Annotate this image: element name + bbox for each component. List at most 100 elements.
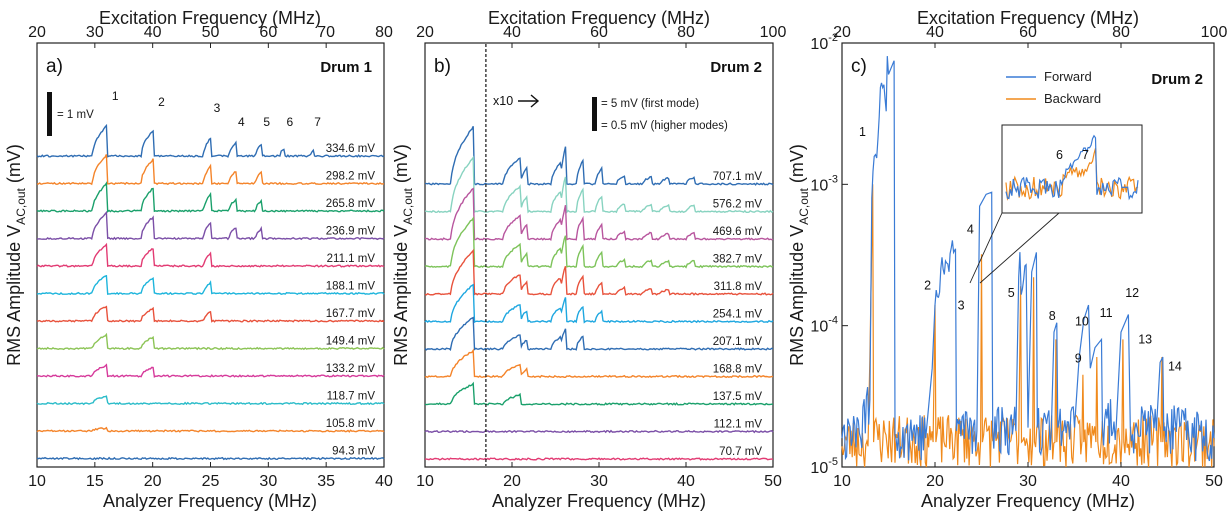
- panel-c-x2tick-label: 80: [1112, 24, 1130, 41]
- panel-c-ytick-label: 10-4: [810, 315, 838, 336]
- panel-c-xtick-label: 40: [1112, 473, 1130, 490]
- panel-b-trace-label: 168.8 mV: [713, 364, 763, 376]
- panel-c: Analyzer Frequency (MHz) Excitation Freq…: [787, 8, 1227, 511]
- panel-a-trace: [36, 274, 385, 296]
- panel-a-trace: [36, 426, 385, 433]
- panel-c-peak-label: 12: [1125, 286, 1139, 300]
- panel-c-x2label: Excitation Frequency (MHz): [917, 8, 1139, 28]
- panel-b-xtick-label: 20: [503, 473, 521, 490]
- panel-a-ylabel-sub: AC,out: [14, 187, 28, 224]
- panel-c-ytick-label: 10-3: [810, 173, 838, 194]
- panel-c-peak-label: 4: [967, 222, 974, 236]
- panel-b-letter: b): [434, 56, 451, 77]
- panel-b-ylabel: RMS Amplitude VAC,out (mV): [391, 144, 415, 366]
- panel-c-x2tick-label: 20: [833, 24, 851, 41]
- panel-b-x2tick-label: 100: [760, 24, 787, 41]
- panel-a-peak-label: 2: [158, 95, 165, 109]
- panel-c-ylabel-unit: (mV): [787, 144, 807, 188]
- panel-c-peak-label: 10: [1075, 315, 1089, 329]
- panel-a-trace: [36, 456, 385, 461]
- panel-b-trace: [424, 429, 774, 434]
- panel-c-ylabel: RMS Amplitude VAC,out (mV): [787, 144, 811, 366]
- inset-trace: [1005, 148, 1139, 201]
- panel-a-peak-label: 3: [214, 101, 221, 115]
- panel-b-scalebar-1-label: = 5 mV (first mode): [601, 98, 699, 110]
- panel-c-ytick-label: 10-5: [810, 456, 838, 477]
- panel-a-xlabel: Analyzer Frequency (MHz): [103, 491, 317, 511]
- panel-c-ticks: 10 20 30 40 50 20 40 60 80 100 10-5 10-4 10-3 10-2: [810, 24, 1227, 490]
- panel-b-x2tick-label: 80: [677, 24, 695, 41]
- panel-a-trace-label: 334.6 mV: [326, 143, 376, 155]
- panel-a-xtick-label: 15: [86, 473, 104, 490]
- panel-c-xlabel: Analyzer Frequency (MHz): [921, 491, 1135, 511]
- panel-a-x2tick-label: 20: [28, 24, 46, 41]
- panel-a-trace: [36, 154, 385, 186]
- panel-b-trace: [424, 316, 774, 351]
- panel-b-trace-label: 112.1 mV: [714, 419, 763, 431]
- inset-connector: [969, 212, 1003, 284]
- panel-b-x2tick-label: 40: [503, 24, 521, 41]
- panel-b-trace-label: 70.7 mV: [719, 446, 762, 458]
- panel-c-x2tick-label: 100: [1201, 24, 1228, 41]
- panel-a-peak-label: 5: [263, 115, 270, 129]
- panel-b-trace: [425, 457, 773, 461]
- panel-a-scalebar: [47, 92, 52, 136]
- panel-b-trace: [424, 187, 774, 242]
- panel-b-scalebar-large: [592, 97, 597, 125]
- panel-b-ylabel-main: RMS Amplitude V: [391, 225, 411, 366]
- panel-c-peak-label: 8: [1049, 309, 1056, 323]
- panel-b-trace-label: 137.5 mV: [713, 391, 763, 403]
- panel-a-title: Drum 1: [320, 59, 372, 76]
- panel-a-xtick-label: 20: [144, 473, 162, 490]
- panel-b-trace: [424, 216, 774, 269]
- panel-a-trace: [36, 395, 385, 406]
- panel-b-trace-label: 707.1 mV: [713, 171, 763, 183]
- panel-b-xtick-label: 50: [764, 473, 782, 490]
- panel-a-ylabel-main: RMS Amplitude V: [4, 225, 24, 366]
- panel-a-xtick-label: 35: [317, 473, 335, 490]
- panel-c-peak-label: 9: [1075, 351, 1082, 365]
- panel-b: Analyzer Frequency (MHz) Excitation Freq…: [391, 8, 786, 511]
- panel-a-peak-label: 1: [112, 89, 119, 103]
- panel-a-xtick-label: 25: [202, 473, 220, 490]
- panel-a-trace-label: 211.1 mV: [327, 253, 376, 265]
- panel-b-trace: [424, 381, 773, 406]
- legend-label: Forward: [1044, 69, 1092, 84]
- panel-b-trace-label: 311.8 mV: [714, 281, 763, 293]
- panel-a-trace: [36, 332, 385, 351]
- panel-a-xtick-label: 40: [375, 473, 393, 490]
- panel-c-ylabel-main: RMS Amplitude V: [787, 225, 807, 366]
- panel-c-ytick-label: 10-2: [810, 32, 838, 53]
- panel-a-traces: 334.6 mV 298.2 mV 265.8 mV 236.9 mV 211.1 mV…: [36, 89, 385, 461]
- panel-b-trace: [424, 348, 774, 379]
- panel-c-title: Drum 2: [1151, 71, 1203, 88]
- panel-b-x2tick-label: 20: [416, 24, 434, 41]
- panel-c-peak-label: 13: [1138, 332, 1152, 346]
- panel-c-peak-label: 11: [1100, 306, 1113, 320]
- inset-trace: [1005, 134, 1139, 201]
- panel-a-trace: [36, 123, 385, 159]
- panel-a-trace-label: 133.2 mV: [326, 363, 376, 375]
- panel-c-peak-label: 14: [1168, 360, 1182, 374]
- panel-a-trace-label: 236.9 mV: [326, 226, 376, 238]
- panel-c-xtick-label: 50: [1205, 473, 1223, 490]
- panel-a-scalebar-label: = 1 mV: [57, 109, 94, 121]
- panel-c-legend: Forward Backward: [1006, 69, 1101, 106]
- panel-a-x2tick-label: 70: [317, 24, 335, 41]
- panel-a-trace: [36, 363, 385, 378]
- panel-b-scalebar-2-label: = 0.5 mV (higher modes): [601, 120, 728, 132]
- panel-a-letter: a): [46, 56, 63, 77]
- panel-b-trace-label: 469.6 mV: [713, 226, 763, 238]
- panel-a-xtick-label: 10: [28, 473, 46, 490]
- panel-b-xlabel: Analyzer Frequency (MHz): [492, 491, 706, 511]
- panel-a-x2tick-label: 30: [86, 24, 104, 41]
- panel-b-trace-label: 576.2 mV: [713, 199, 763, 211]
- panel-b-zoom-label: x10: [493, 94, 513, 108]
- panel-a-trace-label: 105.8 mV: [326, 418, 376, 430]
- panel-b-scalebar-small: [592, 117, 597, 131]
- panel-a-x2tick-label: 40: [144, 24, 162, 41]
- panel-b-x2label: Excitation Frequency (MHz): [488, 8, 710, 28]
